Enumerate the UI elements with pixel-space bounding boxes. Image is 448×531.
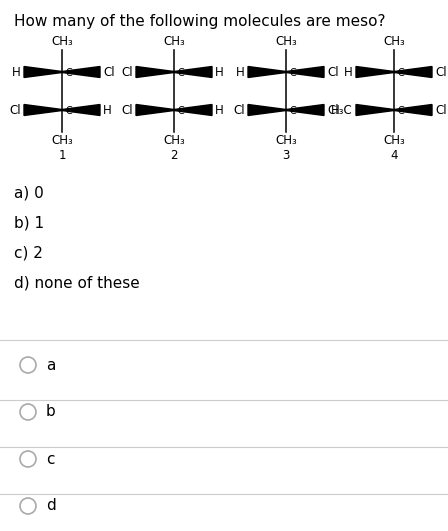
Text: CH₃: CH₃	[275, 134, 297, 147]
Text: C: C	[398, 106, 405, 116]
Text: b) 1: b) 1	[14, 215, 44, 230]
Polygon shape	[248, 66, 286, 78]
Text: C: C	[398, 68, 405, 78]
Text: c: c	[46, 451, 55, 467]
Polygon shape	[136, 66, 174, 78]
Text: 2: 2	[170, 149, 178, 162]
Polygon shape	[286, 105, 324, 116]
Polygon shape	[394, 66, 432, 78]
Text: CH₃: CH₃	[383, 35, 405, 48]
Text: C: C	[178, 106, 185, 116]
Text: H: H	[103, 104, 112, 116]
Polygon shape	[356, 105, 394, 116]
Text: Cl: Cl	[121, 65, 133, 79]
Text: b: b	[46, 405, 56, 419]
Polygon shape	[174, 66, 212, 78]
Text: How many of the following molecules are meso?: How many of the following molecules are …	[14, 14, 385, 29]
Text: c) 2: c) 2	[14, 245, 43, 260]
Text: H: H	[236, 65, 245, 79]
Text: H: H	[215, 65, 224, 79]
Polygon shape	[286, 66, 324, 78]
Polygon shape	[24, 66, 62, 78]
Polygon shape	[136, 105, 174, 116]
Text: H: H	[344, 65, 353, 79]
Text: CH₃: CH₃	[51, 35, 73, 48]
Polygon shape	[62, 105, 100, 116]
Text: a) 0: a) 0	[14, 185, 44, 200]
Text: C: C	[66, 68, 73, 78]
Polygon shape	[24, 105, 62, 116]
Text: C: C	[66, 106, 73, 116]
Text: C: C	[290, 68, 297, 78]
Text: CH₃: CH₃	[163, 35, 185, 48]
Text: Cl: Cl	[233, 104, 245, 116]
Text: 3: 3	[282, 149, 290, 162]
Text: CH₃: CH₃	[51, 134, 73, 147]
Text: H: H	[215, 104, 224, 116]
Polygon shape	[394, 105, 432, 116]
Text: C: C	[178, 68, 185, 78]
Polygon shape	[174, 105, 212, 116]
Text: H: H	[12, 65, 21, 79]
Text: d) none of these: d) none of these	[14, 275, 140, 290]
Text: Cl: Cl	[103, 65, 115, 79]
Polygon shape	[356, 66, 394, 78]
Text: CH₃: CH₃	[383, 134, 405, 147]
Text: Cl: Cl	[121, 104, 133, 116]
Text: Cl: Cl	[435, 104, 447, 116]
Text: Cl: Cl	[9, 104, 21, 116]
Text: 1: 1	[58, 149, 66, 162]
Text: C: C	[290, 106, 297, 116]
Text: Cl: Cl	[435, 65, 447, 79]
Text: 4: 4	[390, 149, 398, 162]
Text: CH₃: CH₃	[275, 35, 297, 48]
Text: a: a	[46, 357, 56, 373]
Text: H₃C: H₃C	[331, 104, 353, 116]
Text: d: d	[46, 499, 56, 513]
Polygon shape	[248, 105, 286, 116]
Text: Cl: Cl	[327, 65, 339, 79]
Text: Cl: Cl	[327, 104, 339, 116]
Text: CH₃: CH₃	[163, 134, 185, 147]
Polygon shape	[62, 66, 100, 78]
